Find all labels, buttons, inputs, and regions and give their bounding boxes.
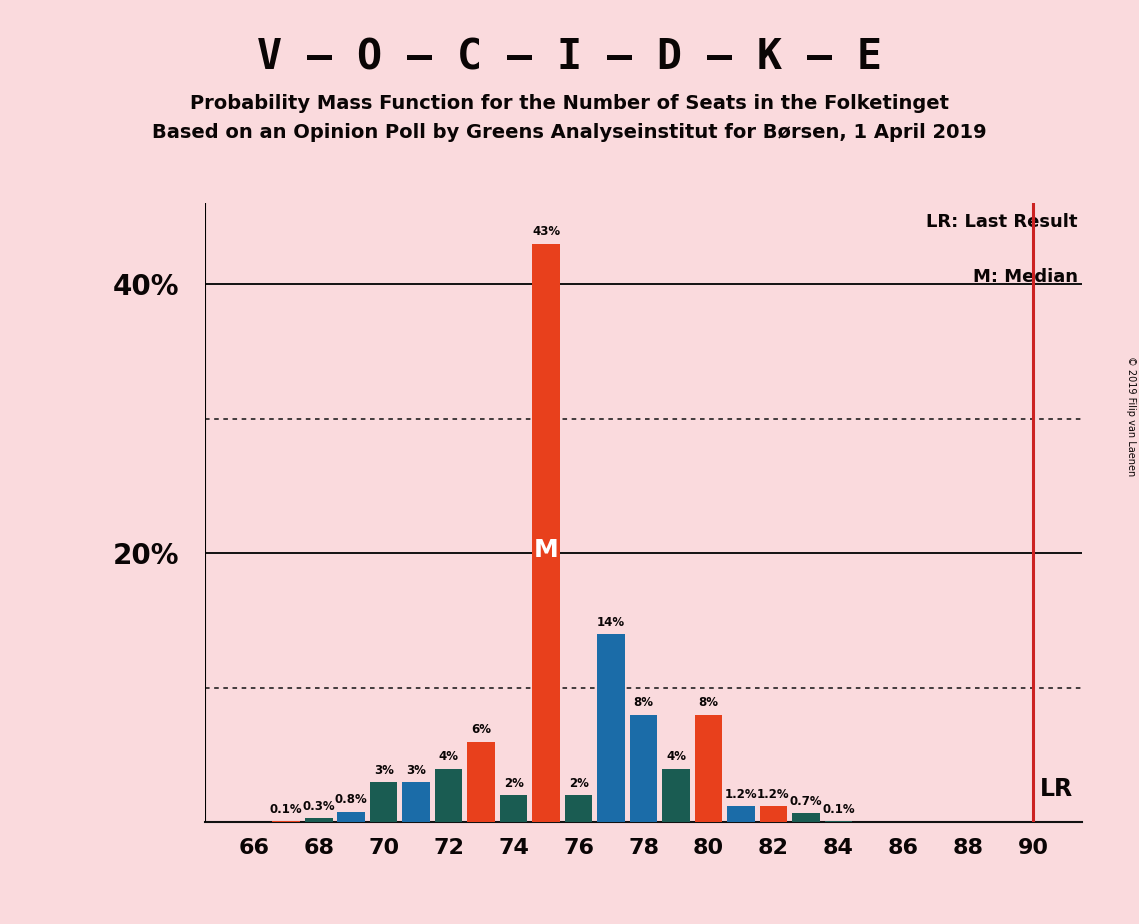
Text: M: Median: M: Median: [973, 268, 1077, 286]
Bar: [402, 782, 429, 822]
Bar: [532, 244, 560, 822]
Text: Based on an Opinion Poll by Greens Analyseinstitut for Børsen, 1 April 2019: Based on an Opinion Poll by Greens Analy…: [153, 123, 986, 142]
Text: 4%: 4%: [666, 750, 686, 763]
Text: 0.8%: 0.8%: [335, 793, 368, 807]
Bar: [727, 807, 755, 822]
Text: LR: Last Result: LR: Last Result: [926, 213, 1077, 231]
Bar: [760, 807, 787, 822]
Text: 3%: 3%: [374, 763, 394, 776]
Text: Probability Mass Function for the Number of Seats in the Folketinget: Probability Mass Function for the Number…: [190, 94, 949, 114]
Text: 1.2%: 1.2%: [724, 788, 757, 801]
Text: 8%: 8%: [698, 697, 719, 710]
Text: 0.1%: 0.1%: [822, 803, 854, 816]
Text: 2%: 2%: [568, 777, 589, 790]
Text: 14%: 14%: [597, 615, 625, 628]
Bar: [435, 769, 462, 822]
Text: 8%: 8%: [633, 697, 654, 710]
Bar: [337, 811, 364, 822]
Bar: [500, 796, 527, 822]
Text: M: M: [534, 539, 558, 563]
Text: 4%: 4%: [439, 750, 459, 763]
Text: © 2019 Filip van Laenen: © 2019 Filip van Laenen: [1126, 356, 1136, 476]
Bar: [825, 821, 852, 822]
Text: LR: LR: [1040, 777, 1073, 801]
Bar: [565, 796, 592, 822]
Text: 1.2%: 1.2%: [757, 788, 789, 801]
Bar: [597, 634, 625, 822]
Bar: [272, 821, 300, 822]
Text: 2%: 2%: [503, 777, 524, 790]
Bar: [305, 819, 333, 822]
Text: V – O – C – I – D – K – E: V – O – C – I – D – K – E: [257, 37, 882, 79]
Text: 6%: 6%: [472, 723, 491, 736]
Text: 0.1%: 0.1%: [270, 803, 303, 816]
Text: 43%: 43%: [532, 225, 560, 238]
Bar: [662, 769, 690, 822]
Text: 0.7%: 0.7%: [789, 795, 822, 808]
Text: 3%: 3%: [407, 763, 426, 776]
Text: 0.3%: 0.3%: [302, 800, 335, 813]
Bar: [370, 782, 398, 822]
Bar: [630, 714, 657, 822]
Bar: [792, 813, 820, 822]
Bar: [695, 714, 722, 822]
Bar: [467, 742, 495, 822]
